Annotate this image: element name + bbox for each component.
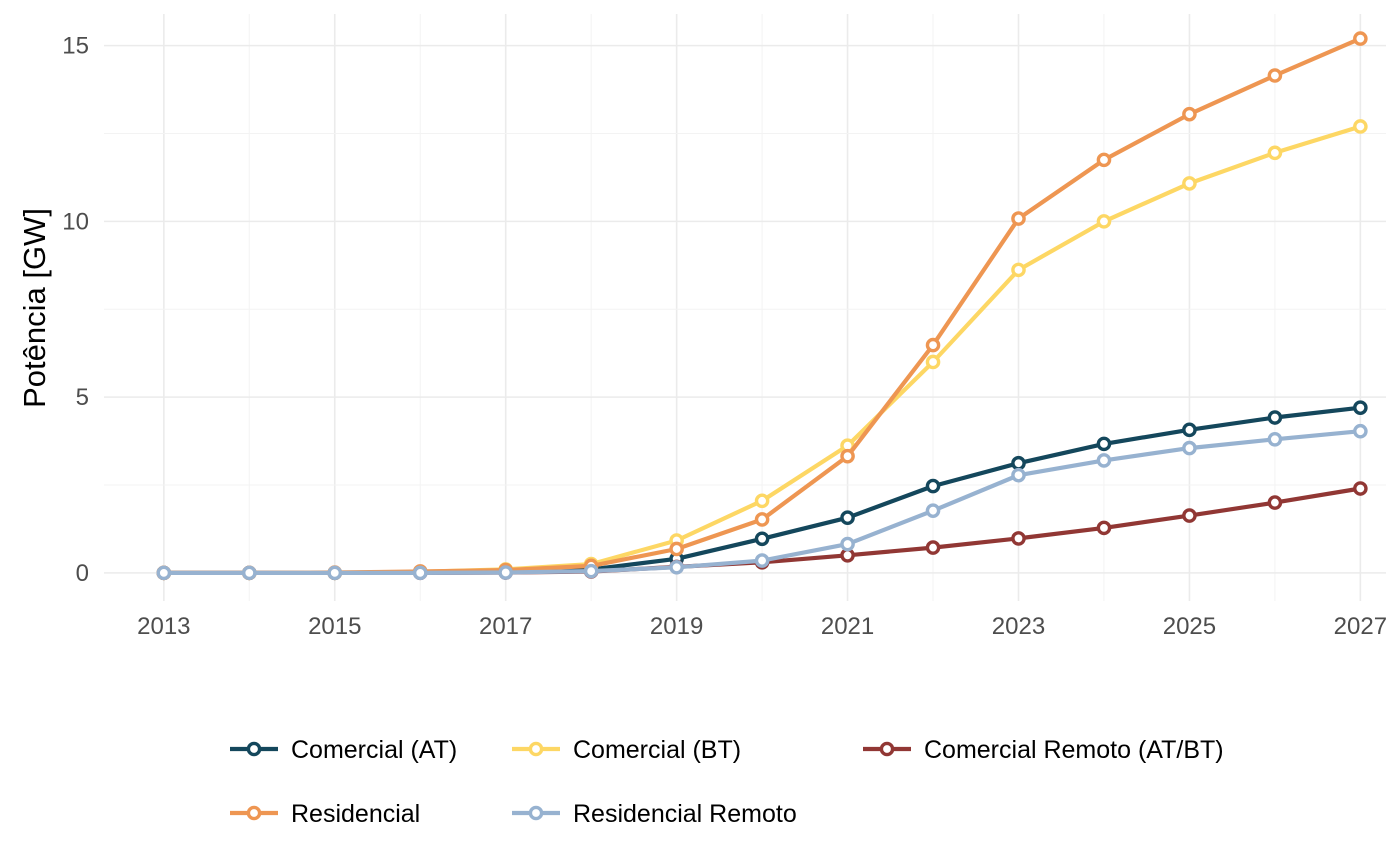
legend-key-point bbox=[528, 805, 544, 821]
data-point-residencial-remoto bbox=[156, 565, 172, 581]
legend-label: Comercial Remoto (AT/BT) bbox=[924, 736, 1224, 764]
data-point-residencial-remoto bbox=[1353, 423, 1368, 439]
legend-item: Comercial (AT) bbox=[230, 736, 457, 764]
data-point-residencial bbox=[1011, 211, 1026, 226]
x-tick-label: 2015 bbox=[308, 613, 361, 640]
x-axis-tick-labels: 2013 2015 2017 2019 2021 2023 2025 2027 bbox=[137, 613, 1387, 640]
data-point-residencial bbox=[1267, 68, 1283, 83]
legend-label: Residencial bbox=[291, 800, 420, 828]
data-point-comercial-remoto-at-bt bbox=[1182, 508, 1197, 523]
data-point-comercial-bt bbox=[925, 354, 941, 370]
data-point-comercial-remoto-at-bt bbox=[1267, 495, 1283, 510]
data-point-residencial bbox=[754, 512, 770, 527]
data-point-comercial-bt bbox=[1353, 119, 1368, 134]
data-point-comercial-at bbox=[1267, 410, 1283, 425]
data-point-comercial-at bbox=[840, 510, 855, 525]
data-point-residencial bbox=[925, 337, 941, 353]
legend-key-point bbox=[879, 741, 895, 757]
x-tick-label: 2025 bbox=[1163, 613, 1216, 640]
data-point-residencial-remoto bbox=[412, 565, 428, 581]
data-point-comercial-at bbox=[1182, 422, 1197, 438]
legend-label: Comercial (BT) bbox=[573, 736, 741, 764]
data-point-residencial-remoto bbox=[1182, 440, 1197, 456]
data-point-residencial-remoto bbox=[1096, 453, 1112, 468]
x-tick-label: 2023 bbox=[992, 613, 1045, 640]
data-point-comercial-bt bbox=[1182, 176, 1197, 191]
x-tick-label: 2017 bbox=[479, 613, 532, 640]
data-point-residencial-remoto bbox=[840, 536, 855, 552]
y-tick-label: 10 bbox=[62, 208, 89, 235]
data-point-residencial-remoto bbox=[1267, 432, 1283, 447]
x-tick-label: 2013 bbox=[137, 613, 190, 640]
data-point-comercial-remoto-at-bt bbox=[1096, 520, 1112, 536]
data-point-comercial-at bbox=[925, 478, 941, 494]
x-tick-label: 2019 bbox=[650, 613, 703, 640]
data-point-residencial bbox=[1353, 31, 1368, 46]
data-point-comercial-remoto-at-bt bbox=[925, 540, 941, 555]
legend-label: Residencial Remoto bbox=[573, 800, 797, 828]
data-point-residencial-remoto bbox=[498, 565, 513, 580]
data-point-comercial-at bbox=[1096, 436, 1112, 452]
data-point-comercial-at bbox=[1011, 455, 1026, 471]
data-point-residencial-remoto bbox=[241, 565, 257, 581]
data-point-comercial-at bbox=[1353, 400, 1368, 415]
y-tick-label: 5 bbox=[76, 384, 89, 411]
y-axis-title: Potência [GW] bbox=[17, 208, 52, 408]
legend-item: Comercial (BT) bbox=[512, 736, 741, 764]
legend: Comercial (AT) Comercial (BT) Comercial Re… bbox=[230, 736, 1224, 828]
data-point-residencial-remoto bbox=[1011, 467, 1026, 483]
legend-item: Residencial Remoto bbox=[512, 800, 797, 828]
data-point-comercial-at bbox=[754, 531, 770, 547]
data-point-comercial-remoto-at-bt bbox=[1353, 481, 1368, 496]
data-point-residencial bbox=[669, 541, 684, 557]
data-point-residencial-remoto bbox=[669, 559, 684, 575]
data-point-residencial-remoto bbox=[583, 563, 599, 579]
y-axis-tick-labels: 0 5 10 15 bbox=[62, 33, 89, 587]
data-point-residencial bbox=[1182, 106, 1197, 122]
legend-item: Comercial Remoto (AT/BT) bbox=[863, 736, 1224, 764]
data-point-comercial-bt bbox=[1096, 214, 1112, 229]
data-point-residencial bbox=[840, 448, 855, 464]
legend-key-point bbox=[246, 805, 262, 821]
data-point-residencial bbox=[1096, 152, 1112, 168]
data-point-comercial-bt bbox=[1011, 262, 1026, 278]
series-layer bbox=[156, 31, 1368, 581]
data-point-comercial-remoto-at-bt bbox=[840, 548, 855, 563]
data-point-comercial-remoto-at-bt bbox=[1011, 531, 1026, 546]
data-point-residencial-remoto bbox=[925, 503, 941, 518]
y-tick-label: 15 bbox=[62, 33, 89, 60]
legend-label: Comercial (AT) bbox=[291, 736, 457, 764]
data-point-residencial-remoto bbox=[327, 565, 343, 581]
data-point-residencial-remoto bbox=[754, 553, 770, 568]
legend-key-point bbox=[246, 741, 262, 757]
x-tick-label: 2021 bbox=[821, 613, 874, 640]
data-point-comercial-bt bbox=[1267, 145, 1283, 161]
y-tick-label: 0 bbox=[76, 560, 89, 587]
legend-item: Residencial bbox=[230, 800, 420, 828]
x-tick-label: 2027 bbox=[1334, 613, 1387, 640]
legend-key-point bbox=[528, 741, 544, 757]
data-point-comercial-bt bbox=[754, 493, 770, 509]
